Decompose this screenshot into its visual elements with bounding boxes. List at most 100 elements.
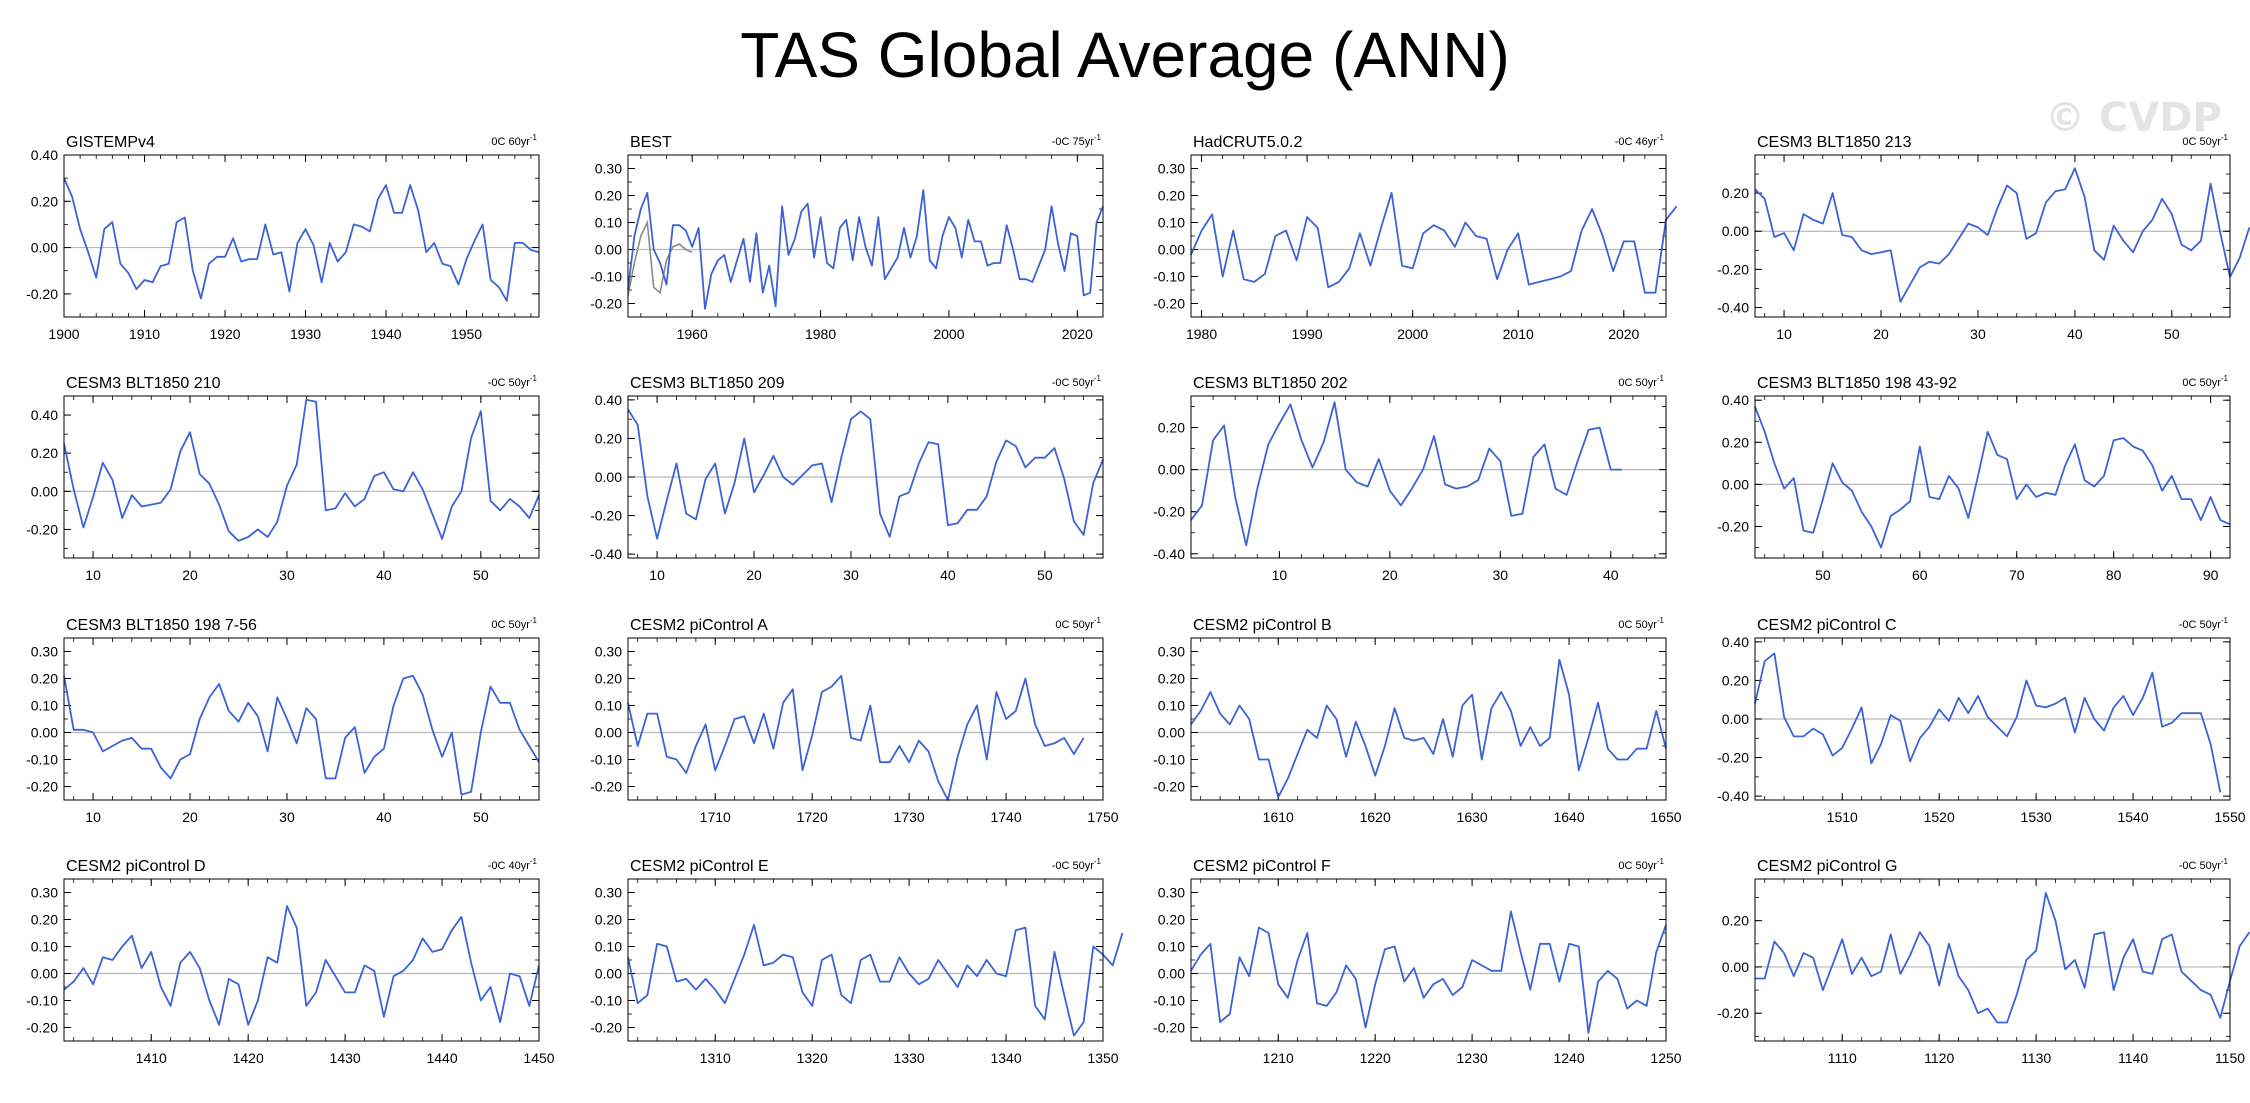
series-line — [63, 905, 540, 1026]
x-tick-label: 30 — [1970, 326, 1986, 342]
x-tick-label: 1330 — [894, 1050, 925, 1066]
plot-frame — [627, 637, 1104, 801]
x-tick-label: 10 — [85, 567, 101, 583]
y-tick-label: -0.20 — [26, 779, 58, 795]
x-tick-label: 20 — [1382, 567, 1398, 583]
trend-exponent: -1 — [530, 374, 538, 383]
plot-frame — [1754, 878, 2231, 1042]
trend-label: 0C 60yr-1 — [491, 133, 537, 148]
y-tick-label: 0.40 — [31, 407, 58, 423]
plot-frame — [1190, 878, 1667, 1042]
y-tick-label: -0.20 — [1153, 296, 1185, 312]
y-tick-label: 0.00 — [595, 242, 622, 258]
y-tick-label: 0.20 — [1158, 671, 1185, 687]
trend-label: -0C 50yr-1 — [2179, 857, 2229, 872]
chart-panel-15: CESM2 piControl F 0C 50yr-1 -0.20 -0.10 0.00… — [1153, 857, 1682, 1066]
x-tick-label: 50 — [473, 567, 489, 583]
y-tick-label: -0.20 — [1153, 504, 1185, 520]
y-tick-label: -0.10 — [26, 752, 58, 768]
y-tick-label: -0.20 — [1153, 1020, 1185, 1036]
y-tick-label: 0.00 — [1722, 223, 1749, 239]
y-tick-label: 0.00 — [31, 725, 58, 741]
x-tick-label: 40 — [2067, 326, 2083, 342]
panel-title: GISTEMPv4 — [66, 134, 155, 151]
plot-frame — [63, 154, 540, 318]
y-tick-label: -0.20 — [590, 508, 622, 524]
page-title: TAS Global Average (ANN) — [740, 19, 1510, 91]
x-tick-label: 50 — [2164, 326, 2180, 342]
x-tick-label: 20 — [182, 809, 198, 825]
x-tick-label: 1450 — [523, 1050, 554, 1066]
x-tick-label: 1510 — [1827, 809, 1858, 825]
y-tick-label: 0.00 — [1158, 462, 1185, 478]
panel-title: BEST — [630, 134, 672, 151]
x-tick-label: 1210 — [1263, 1050, 1294, 1066]
chart-panel-12: CESM2 piControl C -0C 50yr-1 -0.40 -0.20 0.0… — [1717, 616, 2246, 825]
y-tick-label: 0.00 — [1158, 242, 1185, 258]
trend-exponent: -1 — [2221, 616, 2229, 625]
chart-panel-2: BEST -0C 75yr-1 -0.20 -0.10 0.00 0.10 0.20 0.30… — [590, 133, 1104, 342]
x-tick-label: 50 — [473, 809, 489, 825]
chart-panel-1: GISTEMPv4 0C 60yr-1 -0.20 0.00 0.20 0.40 1900 1… — [26, 133, 540, 342]
x-tick-label: 1240 — [1553, 1050, 1584, 1066]
y-tick-label: -0.20 — [1153, 779, 1185, 795]
panel-title: CESM2 piControl F — [1193, 858, 1331, 875]
x-tick-label: 20 — [182, 567, 198, 583]
x-tick-label: 60 — [1912, 567, 1928, 583]
series-line — [1754, 406, 2231, 549]
trend-label: 0C 50yr-1 — [1618, 857, 1664, 872]
y-tick-label: 0.00 — [595, 966, 622, 982]
x-tick-label: 1150 — [2215, 1050, 2245, 1066]
y-tick-label: -0.10 — [1153, 269, 1185, 285]
chart-panel-6: CESM3 BLT1850 209 -0C 50yr-1 -0.40 -0.20 0.0… — [590, 374, 1104, 583]
plot-frame — [1754, 154, 2231, 318]
y-tick-label: 0.00 — [1722, 711, 1749, 727]
chart-panel-4: CESM3 BLT1850 213 0C 50yr-1 -0.40 -0.20 0.00… — [1717, 133, 2250, 342]
x-tick-label: 1430 — [330, 1050, 361, 1066]
y-tick-label: 0.20 — [31, 445, 58, 461]
x-tick-label: 30 — [279, 567, 295, 583]
trend-label: 0C 50yr-1 — [1055, 616, 1101, 631]
x-tick-label: 10 — [1272, 567, 1288, 583]
y-tick-label: 0.30 — [1158, 644, 1185, 660]
trend-label: -0C 75yr-1 — [1052, 133, 1102, 148]
chart-panel-11: CESM2 piControl B 0C 50yr-1 -0.20 -0.10 0.00… — [1153, 616, 1682, 825]
y-tick-label: 0.10 — [1158, 215, 1185, 231]
y-tick-label: 0.30 — [31, 885, 58, 901]
trend-label: 0C 50yr-1 — [491, 616, 537, 631]
y-tick-label: 0.40 — [31, 147, 58, 163]
chart-panel-5: CESM3 BLT1850 210 -0C 50yr-1 -0.20 0.00 0.20… — [26, 374, 540, 583]
x-tick-label: 1980 — [805, 326, 836, 342]
y-tick-label: -0.40 — [1153, 546, 1185, 562]
x-tick-label: 1960 — [677, 326, 708, 342]
trend-exponent: -1 — [1094, 133, 1102, 142]
y-tick-label: 0.00 — [1722, 959, 1749, 975]
plot-frame — [1754, 637, 2231, 801]
x-tick-label: 1650 — [1650, 809, 1681, 825]
y-tick-label: 0.20 — [1722, 434, 1749, 450]
x-tick-label: 1350 — [1087, 1050, 1118, 1066]
trend-exponent: -1 — [1657, 374, 1665, 383]
trend-exponent: -1 — [1094, 857, 1102, 866]
panel-title: CESM3 BLT1850 209 — [630, 375, 785, 392]
series-line — [1190, 910, 1667, 1034]
x-tick-label: 40 — [1603, 567, 1619, 583]
trend-label: -0C 50yr-1 — [2179, 616, 2229, 631]
y-tick-label: 0.10 — [1158, 939, 1185, 955]
y-tick-label: 0.00 — [1158, 725, 1185, 741]
x-tick-label: 1740 — [990, 809, 1021, 825]
trend-label: -0C 40yr-1 — [488, 857, 538, 872]
secondary-series-line — [627, 219, 693, 296]
x-tick-label: 1250 — [1650, 1050, 1681, 1066]
trend-exponent: -1 — [2221, 133, 2229, 142]
x-tick-label: 70 — [2009, 567, 2025, 583]
y-tick-label: -0.20 — [1717, 261, 1749, 277]
x-tick-label: 10 — [85, 809, 101, 825]
y-tick-label: 0.20 — [595, 671, 622, 687]
series-line — [627, 189, 1104, 310]
x-tick-label: 1910 — [129, 326, 160, 342]
x-tick-label: 1230 — [1457, 1050, 1488, 1066]
trend-exponent: -1 — [1094, 616, 1102, 625]
chart-panel-14: CESM2 piControl E -0C 50yr-1 -0.20 -0.10 0.0… — [590, 857, 1124, 1066]
